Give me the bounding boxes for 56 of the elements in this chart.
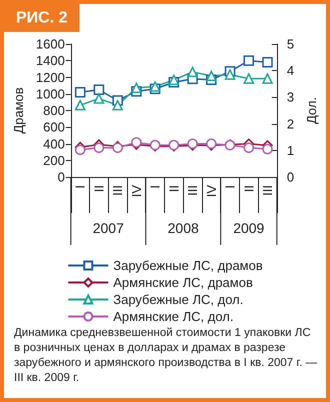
text: 2008: [168, 220, 199, 236]
y-tick-label: 1000: [36, 86, 65, 102]
y-tick-label: 1400: [36, 53, 65, 68]
x-tick-label: I: [222, 185, 238, 189]
point: [131, 137, 142, 148]
point: [224, 69, 236, 80]
x-tick-label: II: [241, 185, 256, 192]
x-tick-label: IV: [128, 184, 144, 198]
legend-label: Зарубежные ЛС, дол.: [113, 292, 244, 307]
y-tick-label: 1200: [36, 70, 65, 85]
y-tick-label: 800: [43, 103, 65, 118]
y-tick-label: 600: [43, 120, 65, 135]
point: [74, 144, 86, 156]
point: [94, 142, 104, 153]
point: [94, 93, 104, 104]
text: 2009: [233, 220, 265, 236]
x-tick-label: II: [91, 185, 106, 192]
y2-tick-label: 2: [286, 116, 294, 132]
point: [262, 73, 273, 84]
text: Динамика средневзвешенной стоимости 1 упаковки ЛС в розничных ценах в долларах и драмах в разрезе зарубежного и армянского производства в I кв. 2007 г. — III кв. 2009 г.: [14, 326, 318, 386]
point: [244, 73, 254, 84]
point: [150, 81, 160, 92]
x-tick-label: II: [166, 185, 182, 192]
legend-label: Зарубежные ЛС, драмов: [113, 258, 263, 273]
point: [74, 100, 86, 110]
y-tick-label: 400: [43, 136, 65, 152]
y-axis-title: Драмов: [11, 87, 26, 134]
y-tick-label: 200: [43, 152, 65, 168]
y2-tick-label: 0: [286, 170, 294, 184]
x-tick-label: I: [148, 185, 163, 189]
point: [112, 100, 123, 110]
x-tick-label: I: [72, 185, 88, 189]
point: [94, 84, 104, 95]
chart-title: РИС. 2: [16, 10, 68, 26]
x-tick-label: III: [185, 185, 200, 196]
point: [244, 142, 254, 153]
point: [74, 86, 86, 98]
y2-tick-label: 5: [286, 36, 294, 52]
point: [262, 144, 273, 154]
legend-label: Армянские ЛС, драмов: [113, 275, 253, 290]
point: [187, 66, 198, 78]
x-tick-label: III: [110, 185, 126, 196]
y2-axis-title: Дол.: [304, 96, 319, 124]
legend-label: Армянские ЛС, дол.: [113, 309, 234, 324]
x-tick-label: IV: [204, 184, 219, 198]
text: 2007: [92, 220, 124, 236]
y2-tick-label: 1: [286, 142, 294, 158]
y2-tick-label: 4: [286, 63, 294, 78]
y2-tick-label: 3: [286, 90, 294, 105]
point: [262, 57, 273, 68]
y-tick-label: 0: [58, 170, 65, 184]
point: [131, 82, 142, 94]
y-tick-label: 1600: [36, 36, 65, 52]
x-tick-label: III: [260, 185, 276, 196]
point: [244, 55, 254, 66]
point: [206, 70, 217, 82]
